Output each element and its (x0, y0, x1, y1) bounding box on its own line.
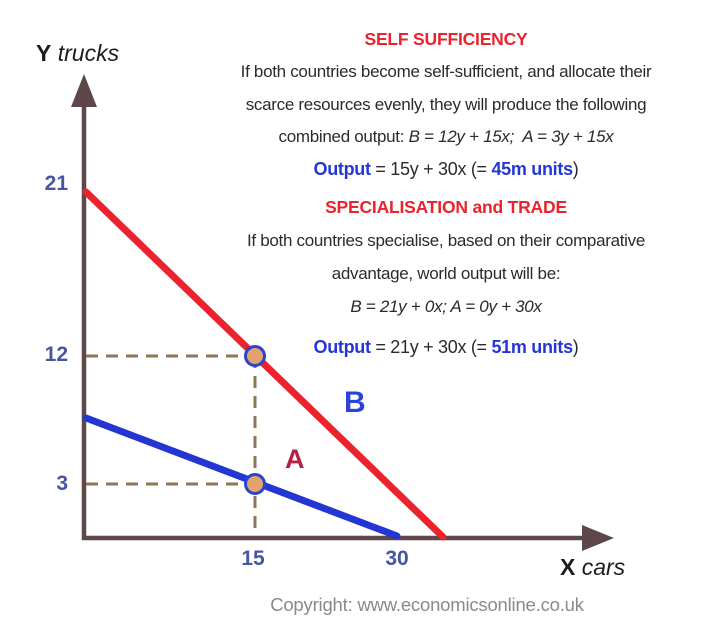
copyright-text: Copyright: www.economicsonline.co.uk (270, 594, 584, 615)
y-axis-title-letter: Y (36, 40, 52, 66)
specialisation-equation: B = 21y + 0x; A = 0y + 30x (350, 297, 542, 316)
output-value-2: 51m units (491, 337, 573, 357)
x-tick-15: 15 (241, 547, 265, 570)
y-axis-title-word: trucks (57, 40, 120, 66)
point-15-12 (244, 345, 266, 367)
point-15-3 (244, 473, 266, 495)
y-tick-3: 3 (56, 472, 68, 495)
specialisation-output-line: Output = 21y + 30x (= 51m units) (190, 336, 702, 358)
line-a-label: A (285, 444, 305, 474)
output-expr-1: = 15y + 30x (= (370, 159, 492, 179)
self-sufficiency-output-line: Output = 15y + 30x (= 45m units) (190, 158, 702, 180)
x-axis-title-word: cars (581, 554, 626, 580)
self-sufficiency-heading: SELF SUFFICIENCY (364, 29, 528, 49)
output-value-1: 45m units (491, 159, 573, 179)
y-axis-arrow-icon (71, 74, 97, 107)
output-label-2: Output (313, 337, 371, 357)
ppf-line-b (82, 188, 447, 541)
combined-output-equation: B = 12y + 15x; A = 3y + 15x (408, 127, 614, 146)
self-sufficiency-body-2: scarce resources evenly, they will produ… (245, 95, 647, 114)
specialisation-body-1: If both countries specialise, based on t… (246, 231, 646, 250)
x-tick-30: 30 (385, 547, 409, 570)
self-sufficiency-equation-line: combined output: B = 12y + 15x; A = 3y +… (190, 126, 702, 148)
y-tick-12: 12 (44, 343, 68, 366)
annotation-panel: SELF SUFFICIENCY If both countries becom… (190, 28, 702, 360)
y-tick-21: 21 (44, 172, 68, 195)
ppf-line-a (82, 414, 401, 540)
specialisation-heading: SPECIALISATION and TRADE (325, 197, 567, 217)
y-axis-title: Y trucks (36, 40, 119, 67)
output-close-1: ) (572, 159, 579, 179)
self-sufficiency-body-1: If both countries become self-sufficient… (240, 62, 652, 81)
output-close-2: ) (572, 337, 579, 357)
specialisation-body-2: advantage, world output will be: (331, 264, 561, 283)
x-axis-arrow-icon (582, 525, 614, 551)
output-label-1: Output (313, 159, 371, 179)
output-expr-2: = 21y + 30x (= (370, 337, 492, 357)
x-axis-title-letter: X (560, 554, 576, 580)
line-b-label: B (344, 386, 366, 419)
combined-output-prefix: combined output: (278, 127, 409, 146)
x-axis-title: X cars (560, 554, 625, 581)
